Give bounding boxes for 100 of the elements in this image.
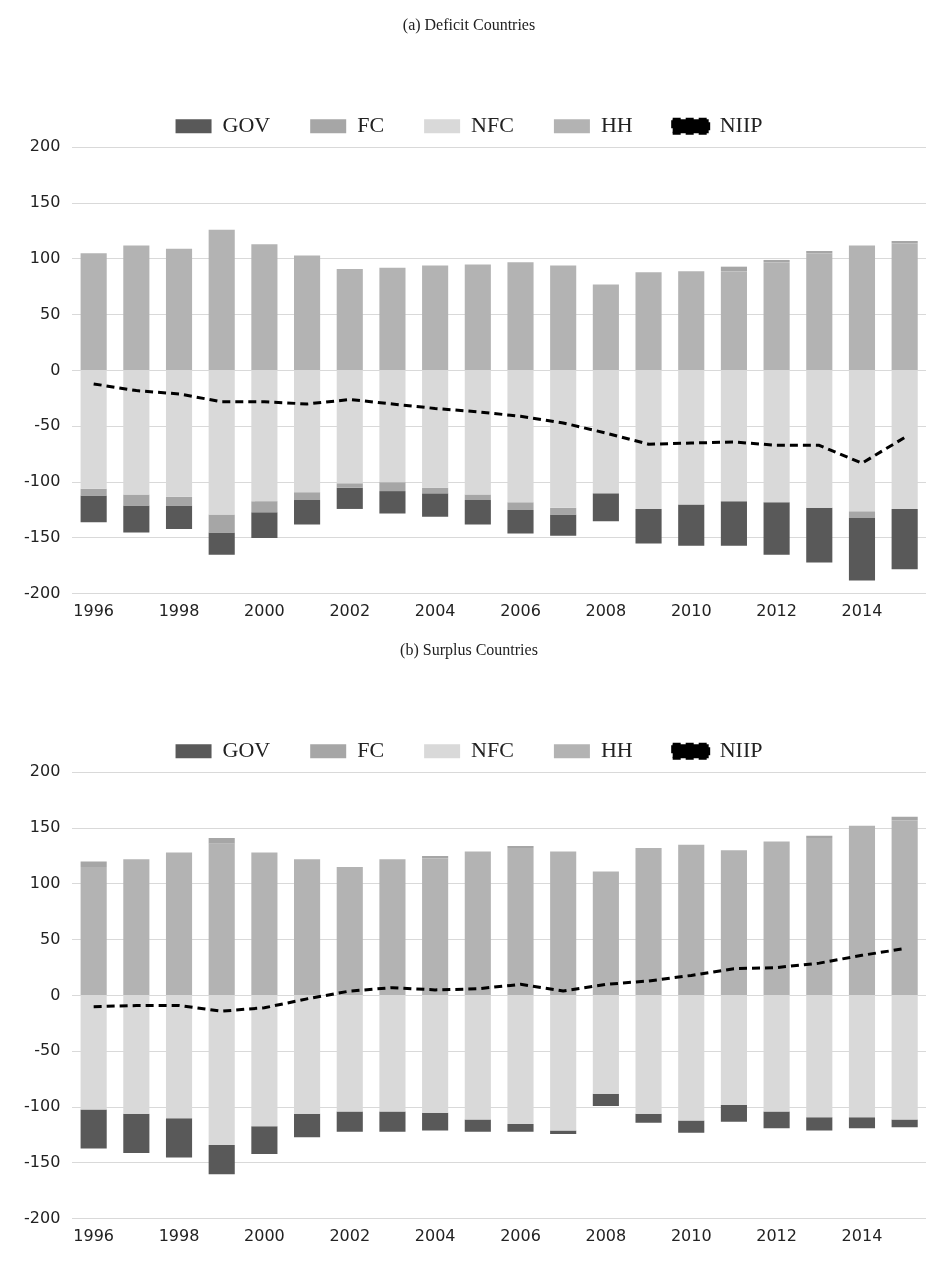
bar <box>550 265 577 370</box>
bar <box>464 500 491 525</box>
x-tick-label: 2008 <box>585 1225 627 1245</box>
legend-label: NFC <box>471 736 514 762</box>
bar <box>720 1104 747 1122</box>
bar <box>507 502 534 511</box>
bar <box>848 825 876 995</box>
legend-label: FC <box>357 111 385 137</box>
legend-label: NIIP <box>719 736 763 762</box>
bar <box>422 1112 449 1131</box>
legend-label: NIIP <box>719 111 763 137</box>
bar <box>379 267 406 370</box>
bar <box>251 1126 278 1155</box>
bar <box>806 251 833 254</box>
y-tick-label: -200 <box>24 582 61 602</box>
bar <box>763 502 790 555</box>
legend-label: FC <box>357 736 385 762</box>
y-tick-label: -50 <box>34 1040 61 1060</box>
x-tick-label: 2002 <box>329 1225 371 1245</box>
bar <box>251 244 278 370</box>
chart-title: (b) Surplus Countries <box>400 640 538 659</box>
x-tick-label: 2000 <box>244 600 285 620</box>
bar <box>507 845 534 849</box>
x-tick-label: 2004 <box>414 1225 456 1245</box>
bar <box>379 482 406 492</box>
bar <box>294 255 321 370</box>
bar <box>422 265 449 370</box>
bar <box>123 494 150 506</box>
x-tick-label: 2012 <box>756 1225 797 1245</box>
x-tick-label: 2006 <box>500 1225 541 1245</box>
bar <box>336 1111 363 1132</box>
legend-label: HH <box>600 111 633 137</box>
bar <box>80 253 107 370</box>
bar <box>165 505 193 530</box>
x-tick-label: 2010 <box>670 600 712 620</box>
y-tick-label: -100 <box>24 1096 61 1116</box>
bar <box>507 1123 534 1132</box>
bar <box>806 253 833 370</box>
x-tick-label: 2004 <box>414 600 456 620</box>
bar <box>165 1118 193 1158</box>
bar <box>80 1109 107 1149</box>
bar <box>379 1111 406 1132</box>
bar <box>379 859 406 995</box>
bar <box>720 850 747 995</box>
bar <box>635 1113 662 1123</box>
y-tick-label: 150 <box>29 817 61 837</box>
x-tick-label: 2002 <box>329 600 371 620</box>
bar <box>635 508 662 544</box>
bar <box>848 245 876 370</box>
x-tick-label: 1998 <box>158 600 200 620</box>
x-tick-label: 1996 <box>73 1225 115 1245</box>
bar <box>720 271 747 370</box>
bar <box>592 284 619 370</box>
bar <box>848 511 876 518</box>
bar <box>763 1111 790 1129</box>
bar <box>208 229 235 370</box>
bar <box>165 852 193 995</box>
bar <box>848 517 876 581</box>
bar <box>891 816 918 821</box>
bar <box>80 867 107 995</box>
bar <box>208 1145 235 1175</box>
bar <box>80 495 107 523</box>
y-tick-label: -200 <box>24 1207 61 1227</box>
y-tick-label: 100 <box>29 248 61 268</box>
bar <box>422 858 449 995</box>
bar <box>294 859 321 995</box>
bar <box>336 867 363 995</box>
bar <box>422 855 449 859</box>
bar <box>123 245 150 370</box>
bar <box>464 264 491 370</box>
bar <box>464 851 491 995</box>
x-tick-label: 2010 <box>670 1225 712 1245</box>
y-tick-label: -50 <box>34 415 61 435</box>
legend-label: HH <box>600 736 633 762</box>
y-tick-label: 50 <box>39 928 61 948</box>
bar <box>592 493 619 522</box>
x-tick-label: 2000 <box>244 1225 285 1245</box>
bar <box>550 507 577 515</box>
bar <box>592 1093 619 1107</box>
legend-label: NFC <box>471 111 514 137</box>
bar <box>763 841 790 995</box>
y-tick-label: -150 <box>24 1152 61 1172</box>
bar <box>678 271 705 370</box>
y-tick-label: 150 <box>29 192 61 212</box>
bar <box>720 501 747 546</box>
bar <box>848 1117 876 1129</box>
bar <box>251 512 278 538</box>
bar <box>806 838 833 995</box>
bar <box>678 504 705 546</box>
bar <box>123 859 150 995</box>
bar <box>763 262 790 370</box>
bar <box>891 820 918 995</box>
bar <box>891 240 918 244</box>
bar <box>678 844 705 995</box>
bar <box>550 851 577 995</box>
legend-label: GOV <box>222 111 271 137</box>
x-tick-label: 2014 <box>841 1225 883 1245</box>
bar <box>123 505 150 533</box>
bar <box>208 532 235 555</box>
bar <box>507 848 534 995</box>
